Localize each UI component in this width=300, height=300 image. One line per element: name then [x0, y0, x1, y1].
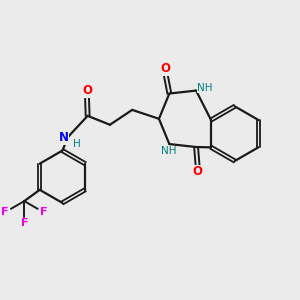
Text: NH: NH — [197, 82, 213, 93]
Text: O: O — [82, 84, 92, 98]
Text: N: N — [59, 131, 69, 144]
Text: F: F — [2, 207, 9, 217]
Text: O: O — [161, 62, 171, 75]
Text: F: F — [40, 207, 47, 217]
Text: F: F — [20, 218, 28, 228]
Text: NH: NH — [161, 146, 176, 157]
Text: O: O — [193, 166, 202, 178]
Text: H: H — [74, 139, 81, 149]
